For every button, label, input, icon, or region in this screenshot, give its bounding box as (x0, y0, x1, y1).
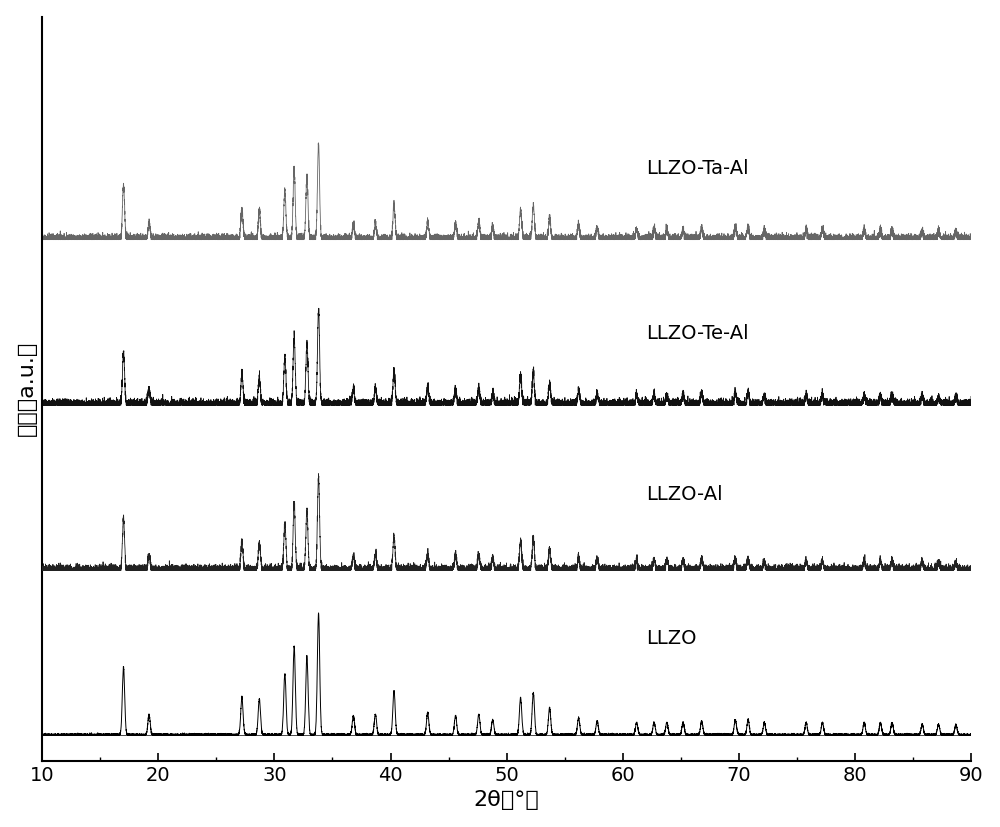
Y-axis label: 强度（a.u.）: 强度（a.u.） (17, 342, 37, 437)
Text: LLZO-Te-Al: LLZO-Te-Al (646, 324, 749, 343)
X-axis label: 2θ（°）: 2θ（°） (474, 791, 539, 810)
Text: LLZO: LLZO (646, 629, 696, 648)
Text: LLZO-Ta-Al: LLZO-Ta-Al (646, 159, 749, 178)
Text: LLZO-Al: LLZO-Al (646, 485, 723, 504)
